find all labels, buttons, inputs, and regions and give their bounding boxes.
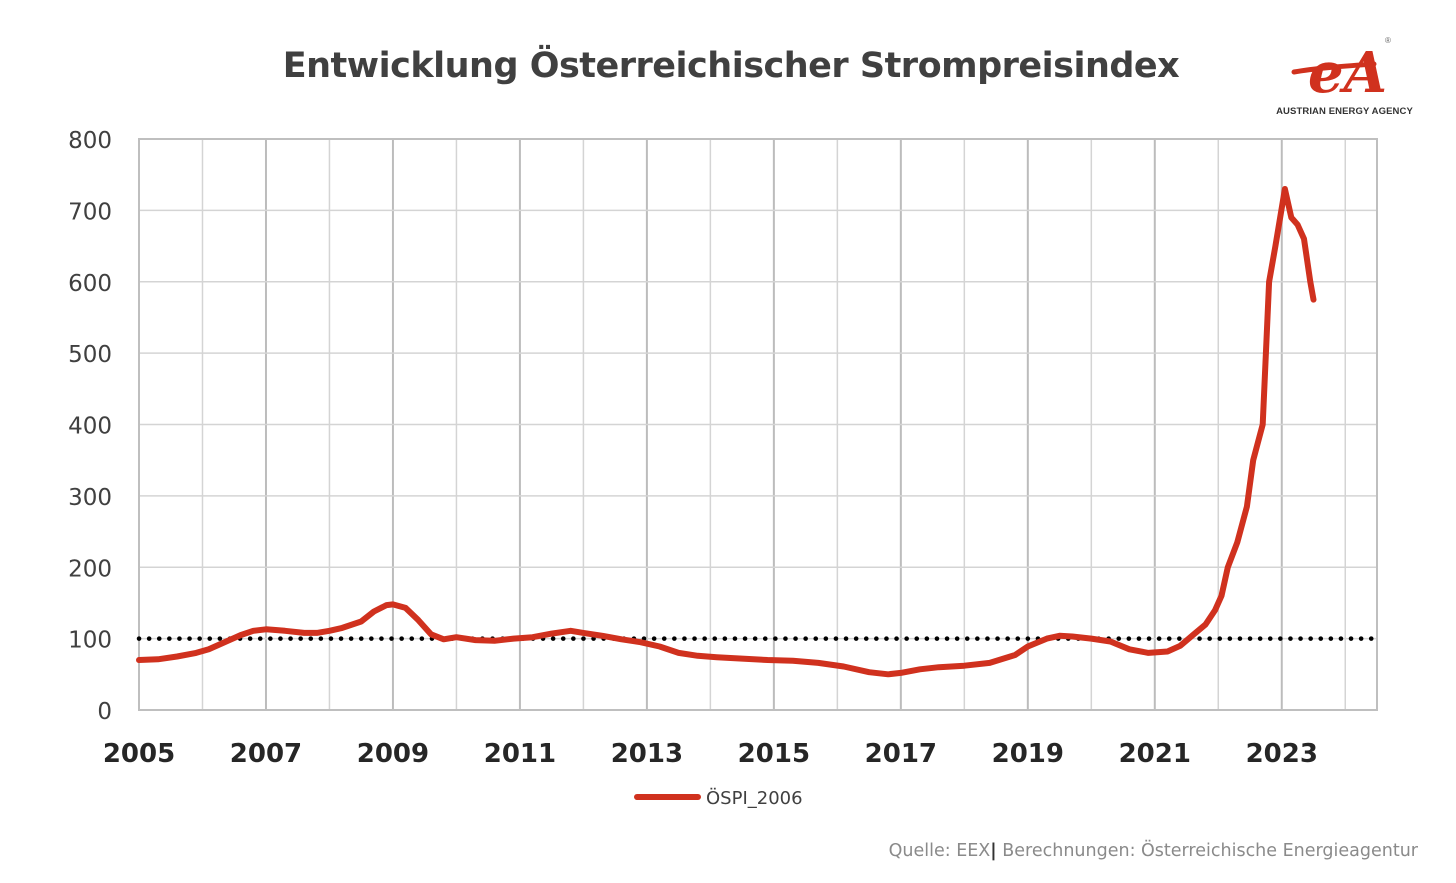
x-tick-label-2021: 2021 <box>1119 739 1191 769</box>
y-tick-label-700: 700 <box>68 199 112 225</box>
x-tick-label-2023: 2023 <box>1246 739 1318 769</box>
x-tick-label-2005: 2005 <box>103 739 175 769</box>
legend-label: ÖSPI_2006 <box>706 787 803 809</box>
x-tick-label-2013: 2013 <box>611 739 683 769</box>
y-tick-label-0: 0 <box>97 699 112 725</box>
x-tick-label-2017: 2017 <box>865 739 937 769</box>
x-tick-label-2009: 2009 <box>357 739 429 769</box>
plot-frame <box>138 138 1378 711</box>
y-tick-label-600: 600 <box>68 271 112 297</box>
x-tick-label-2011: 2011 <box>484 739 556 769</box>
x-axis-tick-labels: 2005 2007 2009 2011 2013 2015 2017 2019 2021 2023 <box>103 739 1318 769</box>
y-tick-label-300: 300 <box>68 485 112 511</box>
y-tick-label-500: 500 <box>68 342 112 368</box>
logo-registered: ® <box>1385 36 1391 45</box>
y-tick-label-800: 800 <box>68 128 112 154</box>
source-prefix: Quelle: EEX <box>888 841 991 861</box>
logo-caption: AUSTRIAN ENERGY AGENCY <box>1276 106 1413 117</box>
series-line-ospi-2006 <box>136 186 1317 678</box>
y-tick-label-100: 100 <box>68 628 112 654</box>
energy-agency-logo: eA ® <box>1291 36 1391 106</box>
source-suffix: Berechnungen: Österreichische Energieage… <box>996 841 1418 861</box>
x-tick-label-2015: 2015 <box>738 739 810 769</box>
y-tick-label-400: 400 <box>68 414 112 440</box>
x-tick-label-2019: 2019 <box>992 739 1064 769</box>
y-tick-label-200: 200 <box>68 556 112 582</box>
source-note: Quelle: EEX| Berechnungen: Österreichisc… <box>889 841 1418 861</box>
logo-glyph: eA <box>1308 40 1387 106</box>
gridlines <box>138 138 1377 711</box>
logo-swoosh <box>1291 61 1377 75</box>
x-tick-label-2007: 2007 <box>230 739 302 769</box>
chart-title: Entwicklung Österreichischer Strompreisi… <box>282 46 1180 86</box>
y-axis-tick-labels: 0 100 200 300 400 500 600 700 800 <box>68 128 112 725</box>
legend: ÖSPI_2006 <box>634 787 803 809</box>
source-separator: | <box>990 841 997 861</box>
